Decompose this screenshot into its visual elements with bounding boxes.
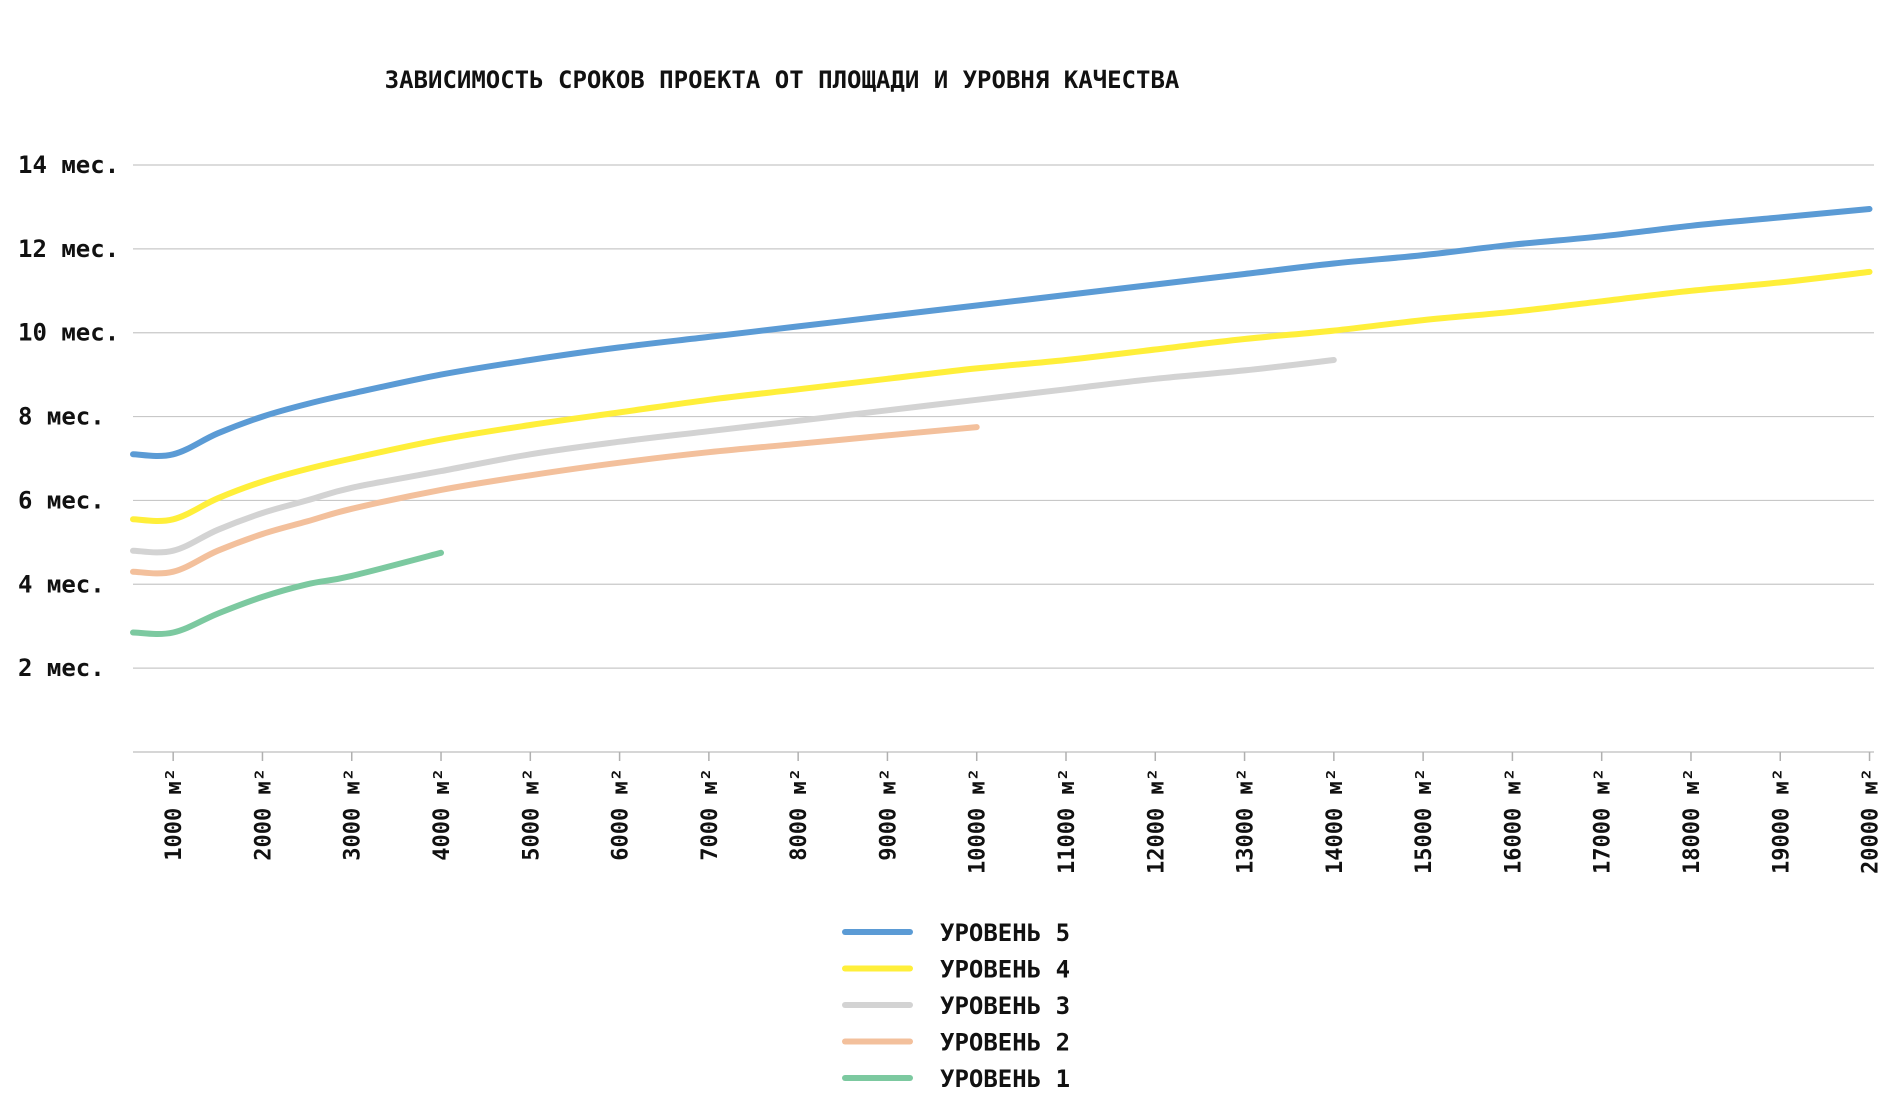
- y-tick-label: 10 мес.: [18, 319, 119, 347]
- legend-label: УРОВЕНЬ 2: [940, 1029, 1070, 1057]
- y-tick-label: 6 мес.: [18, 486, 105, 514]
- legend-label: УРОВЕНЬ 5: [940, 919, 1070, 947]
- series-line-уровень-5: [130, 206, 1873, 459]
- x-tick-label: 16000 м²: [1501, 768, 1526, 874]
- x-tick-label: 8000 м²: [787, 768, 812, 861]
- x-tick-label: 2000 м²: [251, 768, 276, 861]
- x-tick-label: 14000 м²: [1323, 768, 1348, 874]
- x-tick-label: 3000 м²: [341, 768, 366, 861]
- y-tick-label: 12 мес.: [18, 235, 119, 263]
- legend-item: УРОВЕНЬ 2: [842, 1029, 1070, 1057]
- legend-label: УРОВЕНЬ 1: [940, 1065, 1070, 1093]
- y-tick-label: 4 мес.: [18, 570, 105, 598]
- x-tick-label: 9000 м²: [876, 768, 901, 861]
- y-tick-label: 2 мес.: [18, 654, 105, 682]
- x-tick-label: 18000 м²: [1680, 768, 1705, 874]
- series-lines: [130, 206, 1873, 637]
- x-tick-label: 19000 м²: [1769, 768, 1794, 874]
- series-line-уровень-2: [130, 424, 980, 577]
- x-tick-label: 17000 м²: [1591, 768, 1616, 874]
- legend-item: УРОВЕНЬ 4: [842, 956, 1070, 984]
- y-axis-labels: 2 мес. 4 мес. 6 мес. 8 мес. 10 мес. 12 мес. 14…: [18, 151, 119, 682]
- x-tick-label: 6000 м²: [609, 768, 634, 861]
- x-tick-label: 20000 м²: [1859, 768, 1884, 874]
- legend-item: УРОВЕНЬ 1: [842, 1065, 1070, 1093]
- x-axis-labels: 1000 м² 2000 м² 3000 м² 4000 м² 5000 м² 6000 …: [162, 768, 1883, 874]
- x-axis: [133, 751, 1874, 761]
- y-tick-label: 14 мес.: [18, 151, 119, 179]
- x-tick-label: 10000 м²: [966, 768, 991, 874]
- legend: УРОВЕНЬ 5 УРОВЕНЬ 4 УРОВЕНЬ 3 УРОВЕНЬ 2 УРОВ…: [842, 919, 1070, 1093]
- gridlines: [133, 164, 1874, 669]
- y-tick-label: 8 мес.: [18, 403, 105, 431]
- x-tick-label: 13000 м²: [1234, 768, 1259, 874]
- series-line-уровень-4: [130, 268, 1873, 524]
- legend-item: УРОВЕНЬ 5: [842, 919, 1070, 947]
- series-line-уровень-3: [130, 357, 1337, 556]
- chart-title: ЗАВИСИМОСТЬ СРОКОВ ПРОЕКТА ОТ ПЛОЩАДИ И …: [385, 66, 1180, 94]
- x-tick-label: 15000 м²: [1412, 768, 1437, 874]
- legend-label: УРОВЕНЬ 4: [940, 956, 1070, 984]
- x-tick-label: 4000 м²: [430, 768, 455, 861]
- legend-label: УРОВЕНЬ 3: [940, 992, 1070, 1020]
- x-tick-label: 12000 м²: [1144, 768, 1169, 874]
- series-line-уровень-1: [130, 549, 444, 637]
- x-tick-label: 7000 м²: [698, 768, 723, 861]
- x-tick-label: 1000 м²: [162, 768, 187, 861]
- x-tick-label: 5000 м²: [519, 768, 544, 861]
- x-tick-label: 11000 м²: [1055, 768, 1080, 874]
- legend-item: УРОВЕНЬ 3: [842, 992, 1070, 1020]
